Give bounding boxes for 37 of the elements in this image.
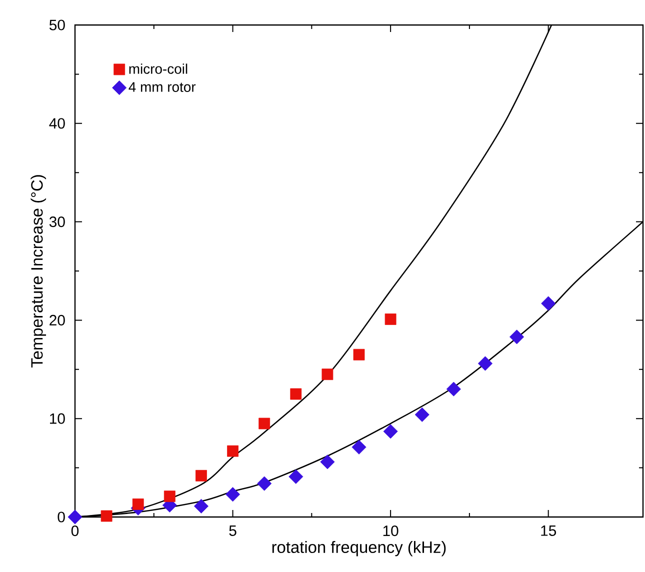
point (288, 469, 304, 484)
point (68, 510, 82, 524)
point (383, 424, 398, 439)
point (257, 476, 272, 491)
y-tick-label: 50 (49, 20, 65, 30)
point (353, 348, 365, 360)
point (478, 356, 492, 371)
y-tick-label: 10 (50, 413, 65, 424)
y-tick-label: 30 (49, 216, 65, 228)
point (226, 487, 240, 502)
legend-label: micro-coil (129, 64, 188, 74)
y-tick-label: 0 (58, 512, 65, 522)
x-tick-label: 5 (229, 526, 236, 536)
point (510, 330, 524, 344)
x-axis-title: rotation frequency (kHz) (272, 540, 446, 556)
x-tick-label: 10 (383, 526, 398, 536)
point (352, 440, 366, 454)
point (196, 470, 207, 482)
point (384, 314, 396, 325)
x-tick-label: 0 (71, 526, 79, 536)
point (194, 498, 208, 514)
point (290, 388, 302, 400)
point (414, 407, 430, 422)
y-tick-label: 20 (50, 314, 65, 326)
point (320, 454, 335, 470)
legend-label: 4 mm rotor (128, 82, 196, 92)
point (164, 490, 176, 502)
x-tick-label: 15 (541, 526, 556, 536)
point (227, 445, 238, 457)
point (322, 368, 334, 380)
point (446, 382, 461, 396)
y-axis-title: Temperature Increase (°C) (30, 175, 46, 368)
y-tick-label: 40 (49, 118, 65, 129)
point (258, 418, 270, 430)
point (541, 296, 556, 311)
point (100, 510, 112, 522)
point (132, 498, 144, 510)
